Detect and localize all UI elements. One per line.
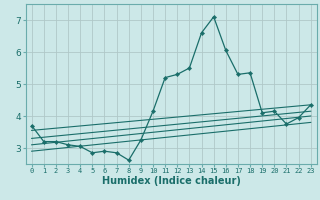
X-axis label: Humidex (Indice chaleur): Humidex (Indice chaleur) <box>102 176 241 186</box>
